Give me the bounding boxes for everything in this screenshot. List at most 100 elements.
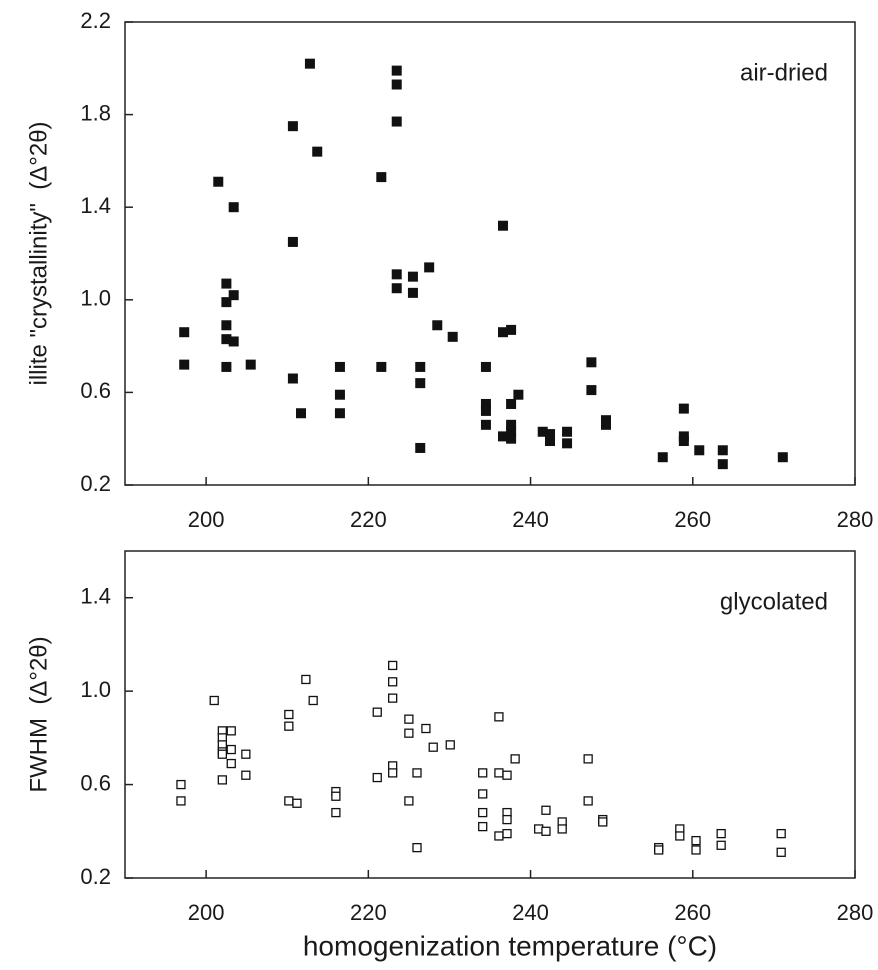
point bbox=[376, 172, 387, 183]
point bbox=[245, 359, 256, 370]
point bbox=[583, 754, 593, 764]
point bbox=[221, 297, 232, 308]
annotation: air-dried bbox=[740, 59, 828, 86]
point bbox=[657, 452, 668, 463]
point bbox=[432, 320, 443, 331]
point bbox=[241, 749, 251, 759]
point bbox=[226, 758, 236, 769]
point bbox=[388, 677, 398, 687]
point bbox=[600, 419, 611, 430]
point bbox=[415, 378, 426, 389]
y-tick-label: 0.2 bbox=[80, 471, 111, 496]
point bbox=[221, 361, 232, 372]
point bbox=[226, 726, 236, 736]
point bbox=[287, 236, 298, 247]
point bbox=[506, 324, 517, 335]
point bbox=[506, 419, 517, 430]
point bbox=[284, 796, 294, 806]
point bbox=[287, 121, 298, 132]
point bbox=[412, 768, 422, 778]
point bbox=[717, 459, 728, 470]
point bbox=[391, 79, 402, 90]
plot-frame bbox=[124, 550, 856, 879]
y-tick-label: 1.4 bbox=[80, 584, 111, 609]
point bbox=[716, 828, 726, 839]
x-tick-label: 220 bbox=[350, 900, 387, 925]
point bbox=[557, 824, 567, 834]
point bbox=[404, 796, 414, 806]
point bbox=[598, 817, 608, 827]
point bbox=[388, 768, 398, 778]
point bbox=[478, 821, 488, 832]
point bbox=[404, 728, 414, 738]
point bbox=[176, 796, 186, 806]
point bbox=[228, 336, 239, 347]
y-axis-label: illite "crystallinity" (Δ°2θ) bbox=[25, 121, 52, 385]
point bbox=[447, 331, 458, 342]
y-tick-label: 0.2 bbox=[80, 864, 111, 889]
x-tick-label: 260 bbox=[674, 900, 711, 925]
annotation: glycolated bbox=[720, 588, 828, 615]
point bbox=[691, 845, 701, 855]
point bbox=[304, 58, 315, 69]
point bbox=[502, 828, 512, 839]
point bbox=[562, 426, 573, 437]
point bbox=[221, 278, 232, 289]
point bbox=[654, 845, 664, 855]
point bbox=[217, 749, 227, 759]
x-axis-label: homogenization temperature (°C) bbox=[303, 930, 717, 961]
y-tick-label: 0.6 bbox=[80, 378, 111, 403]
point bbox=[502, 814, 512, 825]
point bbox=[480, 398, 491, 409]
point bbox=[391, 65, 402, 76]
point bbox=[716, 840, 726, 850]
point bbox=[221, 334, 232, 345]
point bbox=[179, 359, 190, 370]
point bbox=[407, 271, 418, 282]
y-tick-label: 1.8 bbox=[80, 100, 111, 125]
point bbox=[217, 775, 227, 785]
point bbox=[209, 695, 219, 706]
point bbox=[372, 772, 382, 783]
point bbox=[675, 831, 685, 841]
point bbox=[478, 789, 488, 799]
point bbox=[308, 695, 318, 706]
point bbox=[497, 431, 508, 442]
point bbox=[284, 709, 294, 720]
point bbox=[376, 361, 387, 372]
point bbox=[421, 723, 431, 734]
point bbox=[412, 842, 422, 853]
point bbox=[241, 770, 251, 780]
point bbox=[494, 768, 504, 778]
x-tick-label: 220 bbox=[350, 507, 387, 532]
point bbox=[494, 712, 504, 722]
point bbox=[407, 287, 418, 298]
x-tick-label: 240 bbox=[512, 900, 549, 925]
point bbox=[292, 798, 302, 808]
point bbox=[678, 403, 689, 414]
point bbox=[296, 408, 307, 419]
point bbox=[776, 847, 786, 857]
point bbox=[545, 436, 556, 447]
x-tick-label: 280 bbox=[837, 900, 874, 925]
point bbox=[415, 442, 426, 453]
point bbox=[586, 357, 597, 368]
point bbox=[583, 796, 593, 806]
point bbox=[506, 433, 517, 444]
y-tick-label: 2.2 bbox=[80, 8, 111, 33]
point bbox=[391, 269, 402, 280]
point bbox=[388, 660, 398, 671]
point bbox=[312, 146, 323, 157]
point bbox=[506, 398, 517, 409]
point bbox=[372, 707, 382, 717]
point bbox=[221, 320, 232, 331]
point bbox=[415, 361, 426, 372]
point bbox=[678, 436, 689, 447]
point bbox=[513, 389, 524, 400]
point bbox=[334, 361, 345, 372]
point bbox=[586, 385, 597, 396]
point bbox=[228, 290, 239, 301]
point bbox=[445, 740, 455, 750]
point bbox=[537, 426, 548, 437]
